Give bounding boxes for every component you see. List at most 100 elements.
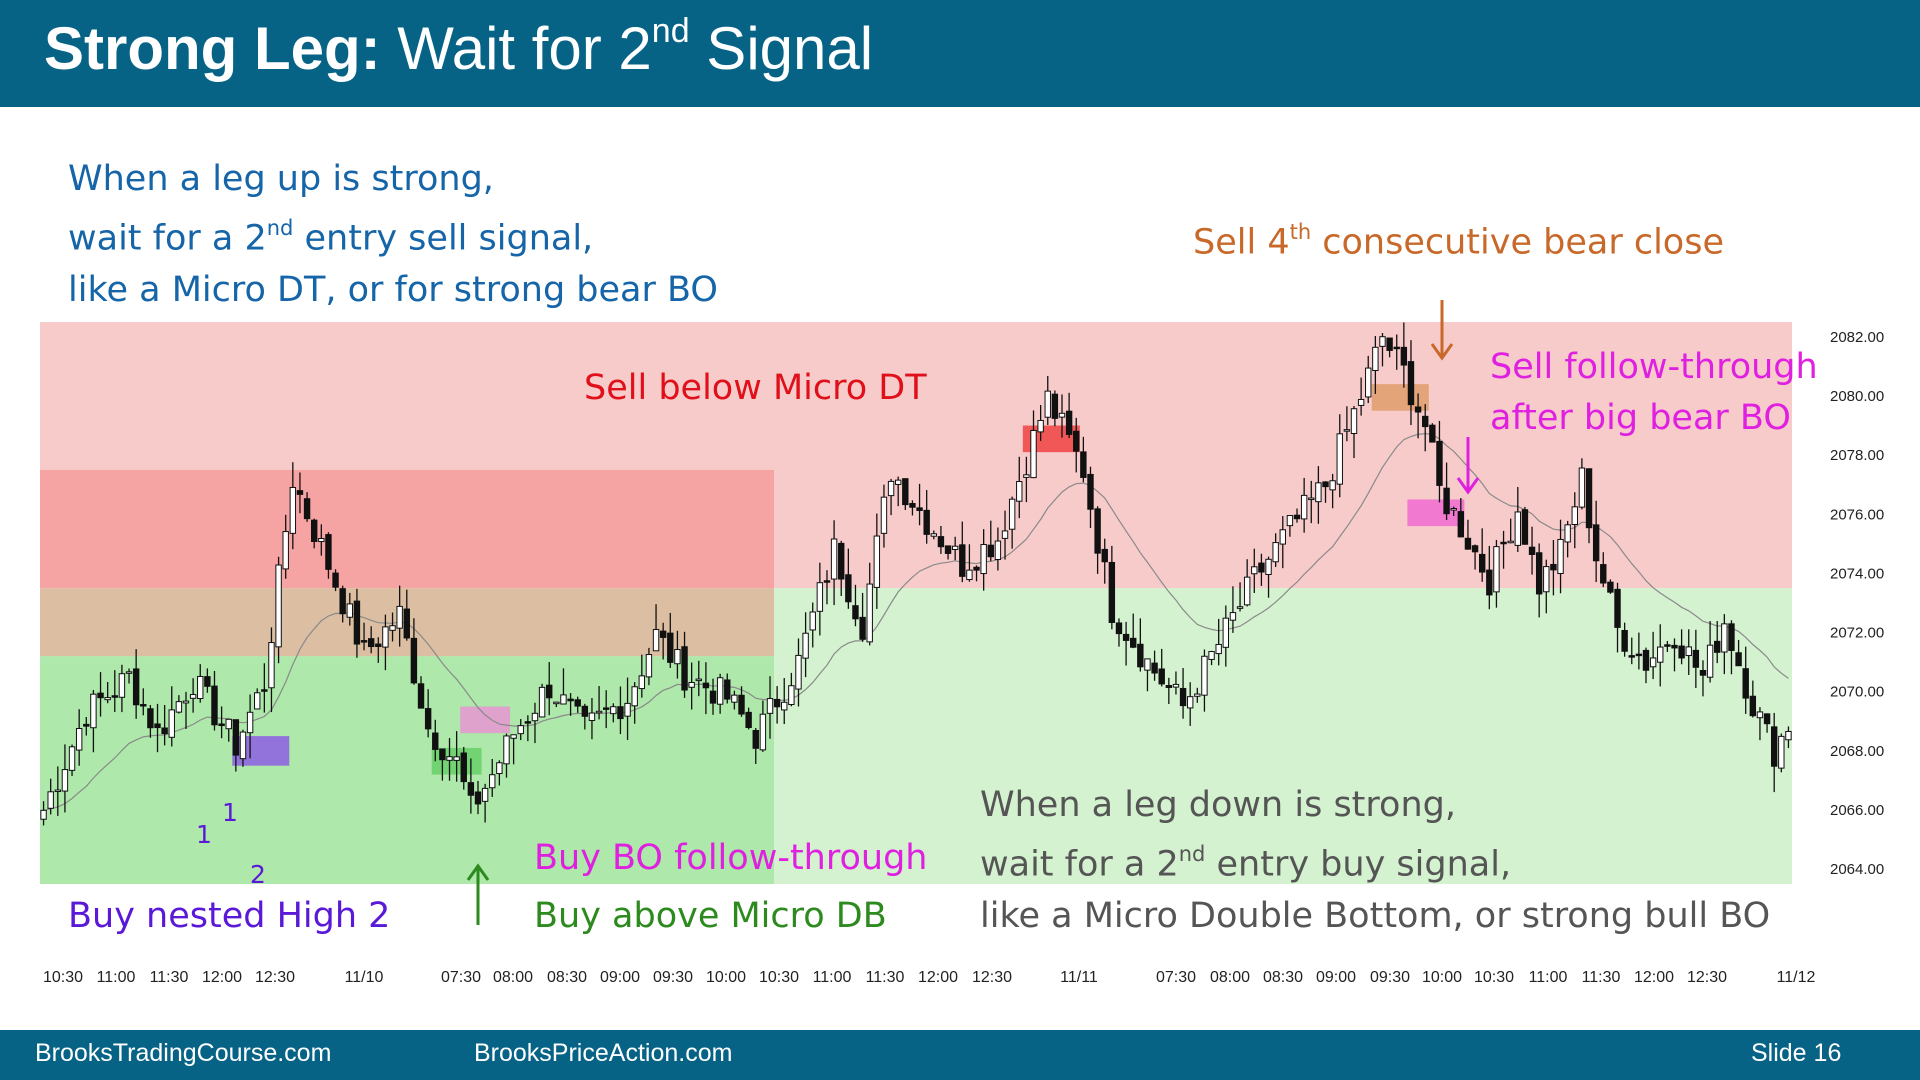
footer-left[interactable]: BrooksTradingCourse.com [35,1039,332,1067]
candle-body [1678,645,1685,659]
candle [104,682,111,704]
candle-body [1215,643,1222,655]
candle [61,744,69,813]
footer-center[interactable]: BrooksPriceAction.com [474,1039,733,1067]
candle-body [581,705,589,717]
candle [1144,658,1151,692]
candle [553,701,560,708]
candle [424,689,432,738]
candle-body [1514,511,1522,546]
candle [1550,539,1557,596]
candle-body [318,538,325,543]
candle-body [1372,346,1379,372]
candle-body [752,730,759,749]
candle-body [1272,542,1279,563]
candle-body [282,531,289,570]
candle-body [816,582,824,612]
candle [204,668,211,693]
candle [1016,456,1023,519]
candle [403,589,410,641]
candle [588,698,596,740]
candle [1464,519,1472,550]
candle-body [1500,541,1507,545]
candle-body [588,712,596,721]
candle-body [460,752,467,783]
candle-body [1001,530,1009,539]
candle-body [617,706,624,720]
candle-body [1635,653,1643,657]
candle-body [759,713,767,751]
x-tick-label: 07:30 [441,969,481,986]
candle-body [553,701,560,705]
y-tick-label: 2068.00 [1830,743,1884,760]
candle [973,565,980,582]
candle [1535,543,1543,618]
footer-bar: BrooksTradingCourse.com BrooksPriceActio… [0,1030,1920,1080]
candle [90,689,97,753]
candle-body [1393,346,1400,350]
candle [289,462,297,550]
zones [40,322,1792,884]
candle [894,476,902,507]
candle-body [232,719,240,756]
candle [738,686,745,717]
candle-body [1130,637,1137,648]
candle-body [111,695,118,698]
candle-body [1714,640,1721,653]
candle-body [966,569,973,581]
x-tick-label: 10:30 [1474,969,1514,986]
candle [830,520,838,606]
candle-body [1315,482,1322,503]
x-tick-label: 08:30 [547,969,587,986]
x-tick-label: 10:00 [706,969,746,986]
candle [574,696,581,713]
candle-body [417,683,425,709]
candle-body [802,632,809,659]
candle-body [446,756,453,761]
y-tick-label: 2076.00 [1830,506,1884,523]
candle-body [595,710,603,714]
candle-body [246,711,254,734]
candle [966,544,973,582]
candle [140,688,147,716]
candle-body [1329,480,1336,491]
candle-body [254,692,261,710]
candle-body [681,646,688,691]
candle-body [1728,623,1735,651]
candle-body [1478,553,1486,573]
title-bar [0,0,1920,107]
candle-body [745,711,752,728]
candle [631,682,638,724]
candle [524,715,532,742]
candle [809,602,816,648]
candle [1030,410,1037,479]
candle [367,626,375,654]
bottom-right-line1: When a leg down is strong, [980,785,1456,825]
candle-body [1165,685,1173,688]
candle-body [830,538,838,580]
candle [1592,500,1600,583]
candle [980,529,987,591]
candle-body [1293,514,1301,520]
candle [1770,712,1778,793]
candle [1557,519,1564,594]
candle [659,622,667,660]
candle [1158,648,1165,687]
candle-body [1543,566,1550,593]
candle [1749,680,1757,718]
candle-body [197,675,204,700]
candle-body [1592,524,1600,562]
candle [652,604,660,652]
candle [1215,618,1222,666]
candle [439,748,446,781]
candle-body [47,791,54,809]
candle [1122,621,1130,666]
magenta-signal-bar [1407,499,1465,527]
candle [510,734,517,765]
candle-body [90,693,97,729]
candle [645,647,653,686]
candle-body [339,588,346,615]
candle-body [1158,668,1165,685]
candle-body [225,718,232,730]
candle [1201,649,1208,712]
